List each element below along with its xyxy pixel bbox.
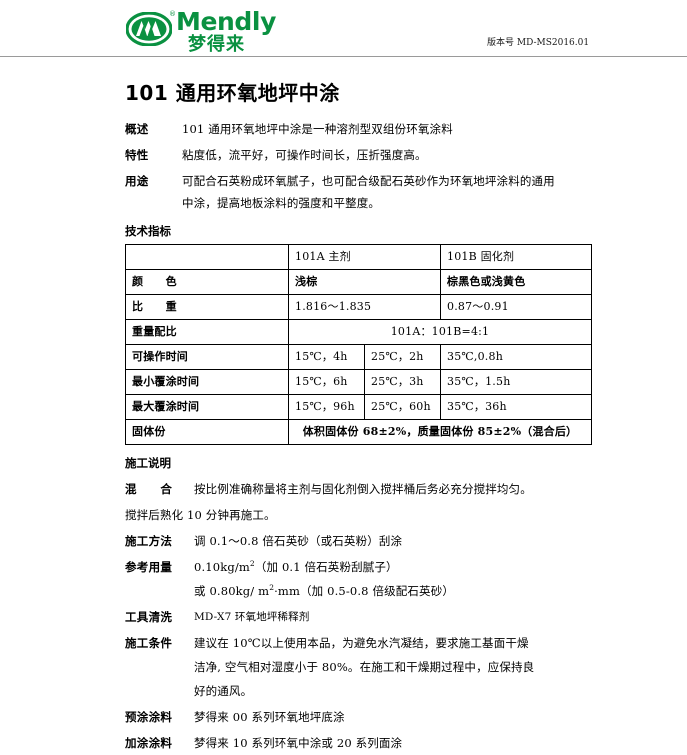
cell-pot-life-35c: 35℃,0.8h xyxy=(440,344,592,370)
company-logo: ® Mendly 梦得来 xyxy=(126,7,276,55)
construction-label-conditions: 施工条件 xyxy=(125,636,173,650)
construction-row-primer: 预涂涂料 梦得来 00 系列环氧地坪底涂 xyxy=(0,705,687,729)
construction-row-consumption: 参考用量 0.10kg/m2（加 0.1 倍石英粉刮腻子） 或 0.80kg/ … xyxy=(0,555,687,603)
technical-spec-table: 101A 主剂 101B 固化剂 颜 色 浅棕 棕黑色或浅黄色 比 重 1.81… xyxy=(125,244,592,445)
text-line: 可配合石英粉成环氧腻子，也可配合级配石英砂作为环氧地坪涂料的通用 xyxy=(182,174,555,188)
cell-blank xyxy=(125,244,289,270)
text-line: 粘度低，流平好，可操作时间长，压折强度高。 xyxy=(182,148,427,162)
text-line: 洁净, 空气相对湿度小于 80%。在施工和干燥期过程中，应保持良 xyxy=(194,660,535,674)
brand-name-en: Mendly xyxy=(176,7,276,36)
text-line: 建议在 10℃以上使用本品，为避免水汽凝结，要求施工基面干燥 xyxy=(194,636,529,650)
construction-body-primer: 梦得来 00 系列环氧地坪底涂 xyxy=(194,705,345,729)
cell-pot-life-25c: 25℃，2h xyxy=(364,344,441,370)
cell-pot-life-15c: 15℃，4h xyxy=(288,344,365,370)
construction-mixing-continuation: 搅拌后熟化 10 分钟再施工。 xyxy=(125,508,276,522)
table-row-ratio: 重量配比 101A：101B=4:1 xyxy=(125,319,592,345)
cell-min-recoat-25c: 25℃，3h xyxy=(364,369,441,395)
cell-min-recoat-35c: 35℃，1.5h xyxy=(440,369,592,395)
cell-min-recoat-15c: 15℃，6h xyxy=(288,369,365,395)
construction-heading: 施工说明 xyxy=(125,456,171,470)
text-line: 101 通用环氧地坪中涂是一种溶剂型双组份环氧涂料 xyxy=(182,122,453,136)
table-row-header: 101A 主剂 101B 固化剂 xyxy=(125,244,592,270)
table-row-max-recoat: 最大覆涂时间 15℃，96h 25℃，60h 35℃，36h xyxy=(125,394,592,420)
section-body-features: 粘度低，流平好，可操作时间长，压折强度高。 xyxy=(182,144,427,166)
table-row-min-recoat: 最小覆涂时间 15℃，6h 25℃，3h 35℃，1.5h xyxy=(125,369,592,395)
section-label-features: 特性 xyxy=(125,148,149,162)
text-line: 好的通风。 xyxy=(194,684,253,698)
table-row-color: 颜 色 浅棕 棕黑色或浅黄色 xyxy=(125,269,592,295)
spec-heading: 技术指标 xyxy=(125,224,171,238)
construction-label-topcoat: 加涂涂料 xyxy=(125,736,173,750)
brand-name-cn: 梦得来 xyxy=(188,34,245,55)
version-number: 版本号 MD-MS2016.01 xyxy=(487,38,590,48)
section-body-uses: 可配合石英粉成环氧腻子，也可配合级配石英砂作为环氧地坪涂料的通用 中涂，提高地板… xyxy=(182,170,555,214)
section-features: 特性 粘度低，流平好，可操作时间长，压折强度高。 xyxy=(0,144,687,166)
cell-solids-value: 体积固体份 68±2%，质量固体份 85±2%（混合后） xyxy=(288,419,592,445)
construction-row-conditions: 施工条件 建议在 10℃以上使用本品，为避免水汽凝结，要求施工基面干燥 洁净, … xyxy=(0,631,687,703)
construction-body-consumption: 0.10kg/m2（加 0.1 倍石英粉刮腻子） 或 0.80kg/ m2·mm… xyxy=(194,555,454,603)
construction-body-mixing: 按比例准确称量将主剂与固化剂倒入搅拌桶后务必充分搅拌均匀。 xyxy=(194,477,532,501)
construction-body-tool-cleaning: MD-X7 环氧地坪稀释剂 xyxy=(194,605,309,629)
construction-label-consumption: 参考用量 xyxy=(125,560,173,574)
intro-sections: 概述 101 通用环氧地坪中涂是一种溶剂型双组份环氧涂料 特性 粘度低，流平好，… xyxy=(0,118,687,214)
cell-label-max-recoat: 最大覆涂时间 xyxy=(125,394,289,420)
construction-row-tool-cleaning: 工具清洗 MD-X7 环氧地坪稀释剂 xyxy=(0,605,687,629)
construction-row-mixing: 混 合 按比例准确称量将主剂与固化剂倒入搅拌桶后务必充分搅拌均匀。 xyxy=(0,477,687,501)
cell-ratio-value: 101A：101B=4:1 xyxy=(288,319,592,345)
section-label-uses: 用途 xyxy=(125,174,149,188)
construction-body-conditions: 建议在 10℃以上使用本品，为避免水汽凝结，要求施工基面干燥 洁净, 空气相对湿… xyxy=(194,631,534,703)
page-title: 101 通用环氧地坪中涂 xyxy=(125,81,340,105)
cell-max-recoat-25c: 25℃，60h xyxy=(364,394,441,420)
cell-gravity-b: 0.87～0.91 xyxy=(440,294,592,320)
mendly-emblem-icon: ® xyxy=(126,11,176,46)
cell-label-pot-life: 可操作时间 xyxy=(125,344,289,370)
document-content: 101 通用环氧地坪中涂 概述 101 通用环氧地坪中涂是一种溶剂型双组份环氧涂… xyxy=(0,66,687,755)
construction-label-tool-cleaning: 工具清洗 xyxy=(125,610,173,624)
document-header: ® Mendly 梦得来 版本号 MD-MS2016.01 xyxy=(0,0,687,66)
construction-body-method: 调 0.1～0.8 倍石英砂（或石英粉）刮涂 xyxy=(194,529,402,553)
section-uses: 用途 可配合石英粉成环氧腻子，也可配合级配石英砂作为环氧地坪涂料的通用 中涂，提… xyxy=(0,170,687,214)
logo-text: Mendly 梦得来 xyxy=(176,7,276,55)
cell-label-color: 颜 色 xyxy=(125,269,289,295)
cell-label-solids: 固体份 xyxy=(125,419,289,445)
text-line: 梦得来 10 系列环氧中涂或 20 系列面涂 xyxy=(194,736,403,750)
cell-max-recoat-35c: 35℃，36h xyxy=(440,394,592,420)
text-line: 或 0.80kg/ m2·mm（加 0.5-0.8 倍级配石英砂） xyxy=(194,583,454,598)
text-line: 中涂，提高地板涂料的强度和平整度。 xyxy=(182,196,381,210)
construction-label-method: 施工方法 xyxy=(125,534,173,548)
construction-label-primer: 预涂涂料 xyxy=(125,710,173,724)
text-line: MD-X7 环氧地坪稀释剂 xyxy=(194,611,310,623)
section-body-overview: 101 通用环氧地坪中涂是一种溶剂型双组份环氧涂料 xyxy=(182,118,453,140)
header-divider xyxy=(0,56,687,57)
table-row-gravity: 比 重 1.816～1.835 0.87～0.91 xyxy=(125,294,592,320)
cell-component-a: 101A 主剂 xyxy=(288,244,441,270)
construction-body-topcoat: 梦得来 10 系列环氧中涂或 20 系列面涂 xyxy=(194,731,402,755)
text-line: 0.10kg/m2（加 0.1 倍石英粉刮腻子） xyxy=(194,559,398,574)
cell-label-min-recoat: 最小覆涂时间 xyxy=(125,369,289,395)
table-row-solids: 固体份 体积固体份 68±2%，质量固体份 85±2%（混合后） xyxy=(125,419,592,445)
cell-max-recoat-15c: 15℃，96h xyxy=(288,394,365,420)
cell-gravity-a: 1.816～1.835 xyxy=(288,294,441,320)
cell-label-ratio: 重量配比 xyxy=(125,319,289,345)
registered-trademark-icon: ® xyxy=(169,10,176,18)
table-row-pot-life: 可操作时间 15℃，4h 25℃，2h 35℃,0.8h xyxy=(125,344,592,370)
text-line: 梦得来 00 系列环氧地坪底涂 xyxy=(194,710,345,724)
text-line: 调 0.1～0.8 倍石英砂（或石英粉）刮涂 xyxy=(194,534,403,548)
construction-label-mixing: 混 合 xyxy=(125,482,173,496)
cell-color-b: 棕黑色或浅黄色 xyxy=(440,269,592,295)
construction-row-method: 施工方法 调 0.1～0.8 倍石英砂（或石英粉）刮涂 xyxy=(0,529,687,553)
text-line: 按比例准确称量将主剂与固化剂倒入搅拌桶后务必充分搅拌均匀。 xyxy=(194,482,532,496)
cell-component-b: 101B 固化剂 xyxy=(440,244,592,270)
cell-label-gravity: 比 重 xyxy=(125,294,289,320)
section-overview: 概述 101 通用环氧地坪中涂是一种溶剂型双组份环氧涂料 xyxy=(0,118,687,140)
construction-row-topcoat: 加涂涂料 梦得来 10 系列环氧中涂或 20 系列面涂 xyxy=(0,731,687,755)
section-label-overview: 概述 xyxy=(125,122,149,136)
cell-color-a: 浅棕 xyxy=(288,269,441,295)
